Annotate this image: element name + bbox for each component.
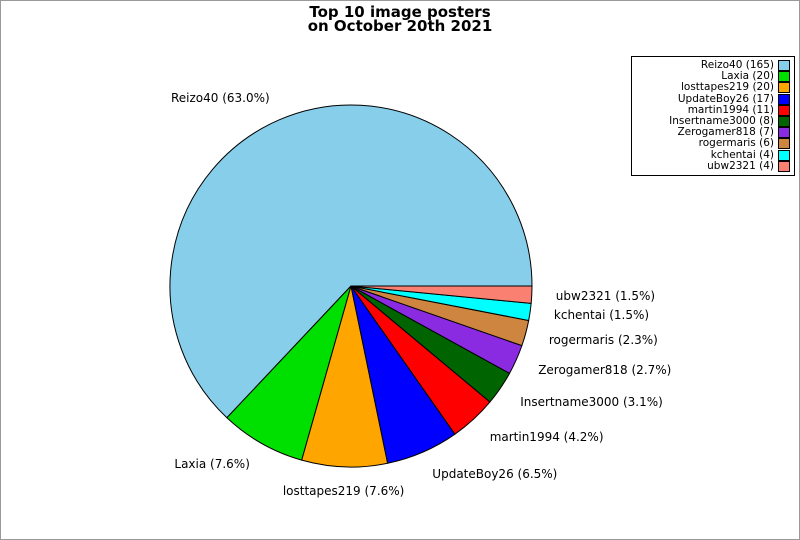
slice-label-UpdateBoy26: UpdateBoy26 (6.5%)	[432, 467, 558, 482]
slice-label-ubw2321: ubw2321 (1.5%)	[555, 288, 656, 303]
legend-row-Reizo40: Reizo40 (165)	[634, 59, 790, 72]
slice-label-Insertname3000: Insertname3000 (3.1%)	[520, 394, 663, 409]
legend-row-martin1994: martin1994 (11)	[634, 103, 790, 116]
legend-label-Zerogamer818: Zerogamer818 (7)	[677, 126, 774, 139]
slice-label-Zerogamer818: Zerogamer818 (2.7%)	[538, 362, 672, 377]
legend-label-ubw2321: ubw2321 (4)	[707, 159, 774, 172]
legend-swatch-Reizo40	[778, 60, 790, 72]
chart-title: Top 10 image posters on October 20th 202…	[1, 3, 799, 35]
slice-label-kchentai: kchentai (1.5%)	[553, 308, 650, 323]
legend-label-rogermaris: rogermaris (6)	[698, 137, 774, 150]
legend-swatch-Laxia	[778, 71, 790, 83]
legend-swatch-kchentai	[778, 149, 790, 161]
pie-slice-ubw2321	[350, 285, 533, 304]
slice-label-rogermaris: rogermaris (2.3%)	[548, 332, 658, 347]
legend-row-rogermaris: rogermaris (6)	[634, 137, 790, 150]
slice-label-martin1994: martin1994 (4.2%)	[489, 429, 604, 444]
legend-label-Insertname3000: Insertname3000 (8)	[669, 115, 774, 128]
legend-swatch-losttapes219	[778, 82, 790, 94]
legend-row-UpdateBoy26: UpdateBoy26 (17)	[634, 92, 790, 105]
legend-row-ubw2321: ubw2321 (4)	[634, 159, 790, 172]
chart-title-line2: on October 20th 2021	[307, 17, 493, 35]
legend-row-Insertname3000: Insertname3000 (8)	[634, 115, 790, 128]
chart-title-line1: Top 10 image posters	[309, 3, 491, 21]
slice-label-losttapes219: losttapes219 (7.6%)	[282, 483, 405, 498]
legend: Reizo40 (165) Laxia (20) losttapes219 (20)…	[631, 56, 795, 176]
legend-label-kchentai: kchentai (4)	[710, 148, 774, 161]
legend-swatch-Zerogamer818	[778, 127, 790, 139]
legend-label-losttapes219: losttapes219 (20)	[680, 81, 774, 94]
legend-label-Reizo40: Reizo40 (165)	[700, 59, 774, 72]
legend-label-Laxia: Laxia (20)	[721, 70, 774, 83]
legend-row-Laxia: Laxia (20)	[634, 70, 790, 83]
legend-swatch-martin1994	[778, 104, 790, 116]
slice-label-Reizo40: Reizo40 (63.0%)	[170, 90, 270, 105]
legend-row-kchentai: kchentai (4)	[634, 148, 790, 161]
legend-label-martin1994: martin1994 (11)	[687, 103, 774, 116]
legend-row-losttapes219: losttapes219 (20)	[634, 81, 790, 94]
legend-swatch-UpdateBoy26	[778, 93, 790, 105]
legend-row-Zerogamer818: Zerogamer818 (7)	[634, 126, 790, 139]
pie-slice-Reizo40	[169, 104, 533, 419]
legend-swatch-Insertname3000	[778, 116, 790, 128]
legend-swatch-ubw2321	[778, 160, 790, 172]
legend-swatch-rogermaris	[778, 138, 790, 150]
legend-label-UpdateBoy26: UpdateBoy26 (17)	[677, 92, 774, 105]
slice-label-Laxia: Laxia (7.6%)	[174, 457, 250, 472]
